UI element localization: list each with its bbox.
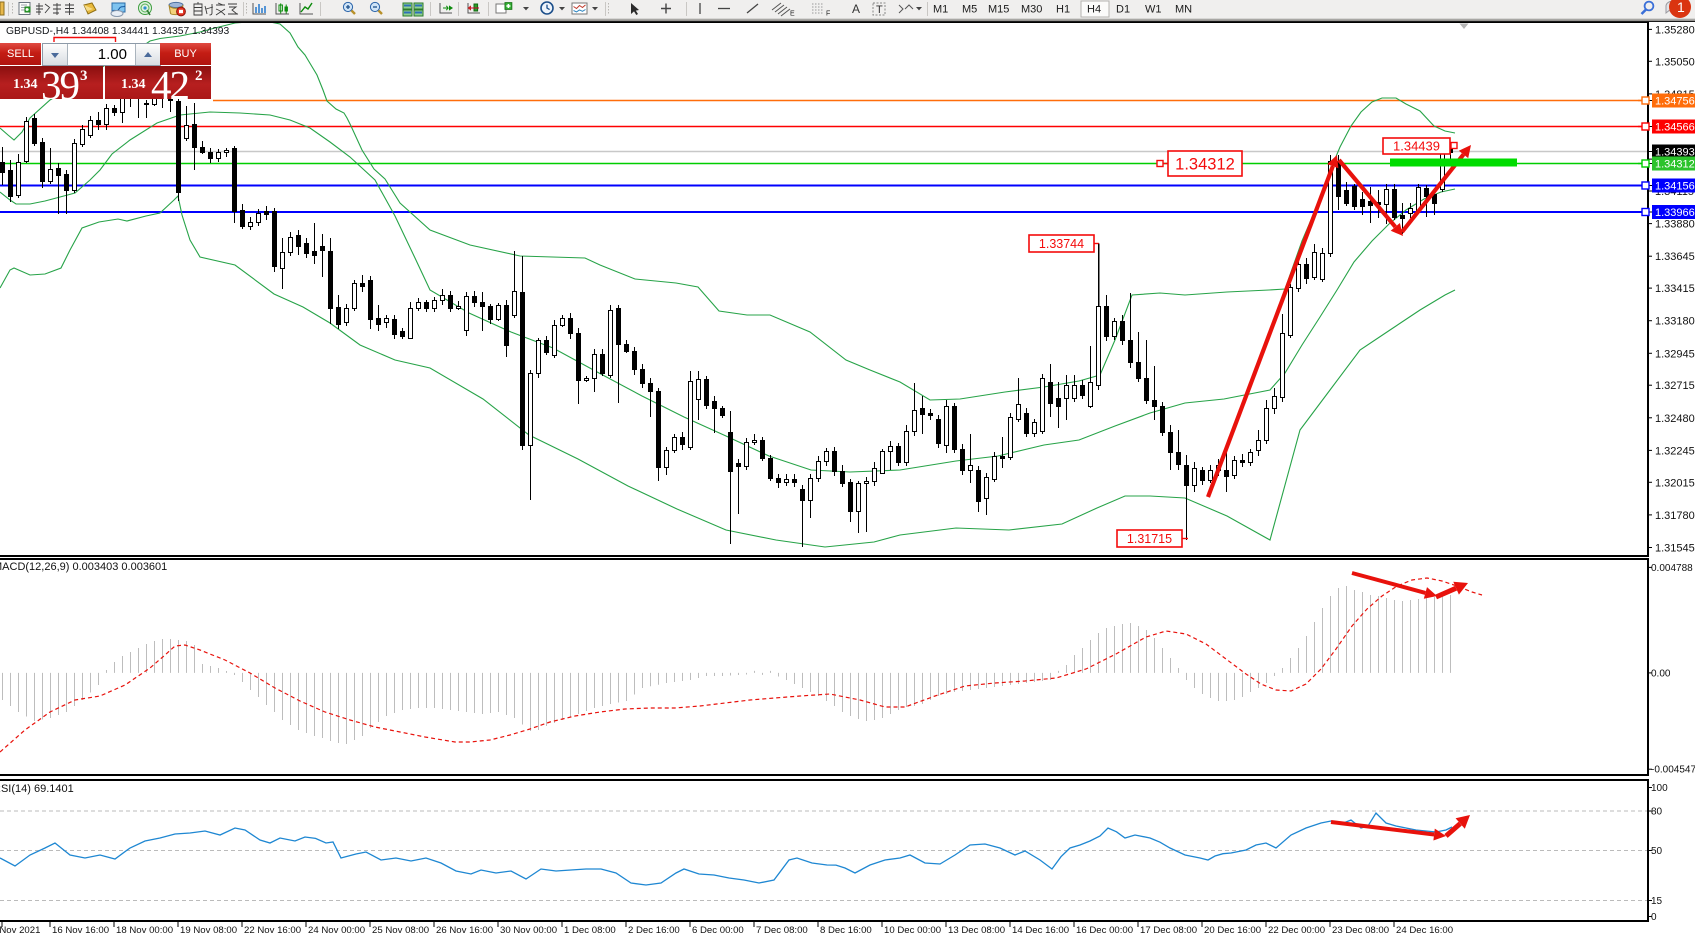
svg-text:H1: H1 bbox=[1056, 4, 1070, 16]
svg-text:100: 100 bbox=[1651, 783, 1668, 794]
svg-text:1: 1 bbox=[1677, 0, 1685, 15]
svg-text:-0.004547: -0.004547 bbox=[1651, 765, 1695, 776]
svg-text:15 Nov 2021: 15 Nov 2021 bbox=[0, 925, 40, 936]
svg-text:1.34756: 1.34756 bbox=[1655, 96, 1695, 108]
svg-text:0.00: 0.00 bbox=[1651, 668, 1671, 679]
svg-text:MACD(12,26,9) 0.003403 0.00360: MACD(12,26,9) 0.003403 0.003601 bbox=[0, 561, 167, 573]
svg-text:1.33966: 1.33966 bbox=[1655, 207, 1695, 219]
svg-text:W1: W1 bbox=[1145, 4, 1162, 16]
svg-text:1.34312: 1.34312 bbox=[1655, 159, 1695, 171]
svg-text:1.33880: 1.33880 bbox=[1655, 219, 1695, 231]
svg-text:1.31715: 1.31715 bbox=[1127, 532, 1172, 546]
svg-text:1.34156: 1.34156 bbox=[1655, 181, 1695, 193]
svg-text:25 Nov 08:00: 25 Nov 08:00 bbox=[372, 925, 429, 936]
svg-text:1.33180: 1.33180 bbox=[1655, 316, 1695, 328]
svg-text:15: 15 bbox=[1651, 896, 1663, 907]
svg-text:RSI(14) 69.1401: RSI(14) 69.1401 bbox=[0, 783, 74, 795]
svg-text:1.32480: 1.32480 bbox=[1655, 413, 1695, 425]
svg-text:0.004788: 0.004788 bbox=[1651, 563, 1693, 574]
svg-text:1.34312: 1.34312 bbox=[1175, 155, 1235, 173]
svg-text:13 Dec 08:00: 13 Dec 08:00 bbox=[948, 925, 1005, 936]
svg-text:1.33744: 1.33744 bbox=[1039, 237, 1084, 251]
svg-text:A: A bbox=[852, 2, 860, 16]
svg-text:14 Dec 16:00: 14 Dec 16:00 bbox=[1012, 925, 1069, 936]
svg-text:1 Dec 08:00: 1 Dec 08:00 bbox=[564, 925, 616, 936]
svg-text:23 Dec 08:00: 23 Dec 08:00 bbox=[1332, 925, 1389, 936]
svg-text:MN: MN bbox=[1175, 4, 1192, 16]
svg-text:0: 0 bbox=[1651, 912, 1657, 923]
svg-text:22 Nov 16:00: 22 Nov 16:00 bbox=[244, 925, 301, 936]
svg-text:M15: M15 bbox=[988, 4, 1009, 16]
svg-text:19 Nov 08:00: 19 Nov 08:00 bbox=[180, 925, 237, 936]
svg-text:1.34439: 1.34439 bbox=[1393, 139, 1440, 154]
svg-text:T: T bbox=[876, 4, 883, 16]
svg-text:1.31545: 1.31545 bbox=[1655, 543, 1695, 555]
svg-text:18 Nov 00:00: 18 Nov 00:00 bbox=[116, 925, 173, 936]
svg-text:1.32245: 1.32245 bbox=[1655, 445, 1695, 457]
svg-text:2 Dec 16:00: 2 Dec 16:00 bbox=[628, 925, 680, 936]
svg-text:M30: M30 bbox=[1021, 4, 1042, 16]
svg-text:1.33415: 1.33415 bbox=[1655, 283, 1695, 295]
svg-text:1.33645: 1.33645 bbox=[1655, 251, 1695, 263]
svg-text:M5: M5 bbox=[962, 4, 977, 16]
svg-text:24 Dec 16:00: 24 Dec 16:00 bbox=[1396, 925, 1453, 936]
svg-text:1.32015: 1.32015 bbox=[1655, 477, 1695, 489]
svg-text:8 Dec 16:00: 8 Dec 16:00 bbox=[820, 925, 872, 936]
svg-text:1.32715: 1.32715 bbox=[1655, 380, 1695, 392]
svg-text:F: F bbox=[826, 11, 830, 18]
svg-text:20 Dec 16:00: 20 Dec 16:00 bbox=[1204, 925, 1261, 936]
svg-text:30 Nov 00:00: 30 Nov 00:00 bbox=[500, 925, 557, 936]
svg-text:1.32945: 1.32945 bbox=[1655, 348, 1695, 360]
svg-text:16 Dec 00:00: 16 Dec 00:00 bbox=[1076, 925, 1133, 936]
svg-text:17 Dec 08:00: 17 Dec 08:00 bbox=[1140, 925, 1197, 936]
svg-text:80: 80 bbox=[1651, 807, 1663, 818]
svg-text:GBPUSD-,H4 1.34408 1.34441 1.: GBPUSD-,H4 1.34408 1.34441 1.34357 1.343… bbox=[6, 26, 230, 37]
svg-text:1.34393: 1.34393 bbox=[1655, 147, 1695, 159]
svg-text:D1: D1 bbox=[1116, 4, 1130, 16]
svg-text:1.34566: 1.34566 bbox=[1655, 122, 1695, 134]
svg-text:6 Dec 00:00: 6 Dec 00:00 bbox=[692, 925, 744, 936]
svg-text:7 Dec 08:00: 7 Dec 08:00 bbox=[756, 925, 808, 936]
svg-text:1.35280: 1.35280 bbox=[1655, 24, 1695, 36]
svg-text:26 Nov 16:00: 26 Nov 16:00 bbox=[436, 925, 493, 936]
svg-text:E: E bbox=[790, 11, 795, 18]
svg-text:H4: H4 bbox=[1087, 4, 1101, 16]
svg-text:24 Nov 00:00: 24 Nov 00:00 bbox=[308, 925, 365, 936]
svg-text:M1: M1 bbox=[933, 4, 948, 16]
svg-text:1.31780: 1.31780 bbox=[1655, 510, 1695, 522]
svg-text:10 Dec 00:00: 10 Dec 00:00 bbox=[884, 925, 941, 936]
svg-text:16 Nov 16:00: 16 Nov 16:00 bbox=[52, 925, 109, 936]
svg-text:22 Dec 00:00: 22 Dec 00:00 bbox=[1268, 925, 1325, 936]
svg-text:50: 50 bbox=[1651, 846, 1663, 857]
svg-text:1.35050: 1.35050 bbox=[1655, 56, 1695, 68]
